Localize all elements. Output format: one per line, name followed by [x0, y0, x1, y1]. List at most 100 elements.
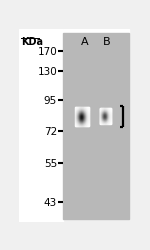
Bar: [84, 111, 85, 112]
Bar: [78, 118, 79, 119]
Bar: [80, 116, 81, 117]
Bar: [77, 109, 78, 110]
Bar: [86, 119, 87, 120]
Bar: [103, 109, 104, 110]
Bar: [103, 111, 104, 112]
Bar: [80, 110, 81, 111]
Bar: [78, 114, 79, 115]
Bar: [83, 116, 84, 117]
Bar: [109, 114, 110, 115]
Bar: [84, 118, 85, 119]
Bar: [108, 121, 109, 122]
Bar: [81, 125, 82, 126]
Bar: [76, 115, 77, 116]
Bar: [76, 125, 77, 126]
Bar: [88, 113, 89, 114]
Bar: [87, 125, 88, 126]
Bar: [107, 121, 108, 122]
Bar: [83, 115, 84, 116]
Bar: [103, 108, 104, 109]
Bar: [109, 115, 110, 116]
Bar: [79, 121, 80, 122]
Bar: [75, 112, 76, 113]
Bar: [105, 113, 106, 114]
Bar: [81, 113, 82, 114]
Bar: [75, 123, 76, 124]
Bar: [108, 111, 109, 112]
Bar: [110, 109, 111, 110]
Bar: [82, 108, 83, 109]
Bar: [85, 110, 86, 111]
Bar: [80, 109, 81, 110]
Bar: [101, 118, 102, 119]
Bar: [109, 123, 110, 124]
Bar: [76, 113, 77, 114]
Bar: [80, 125, 81, 126]
Bar: [86, 116, 87, 117]
Bar: [84, 119, 85, 120]
Bar: [106, 113, 107, 114]
Bar: [101, 122, 102, 123]
Bar: [77, 122, 78, 123]
Bar: [110, 114, 111, 115]
Bar: [103, 117, 104, 118]
Bar: [77, 121, 78, 122]
Bar: [100, 117, 101, 118]
Bar: [105, 117, 106, 118]
Bar: [84, 122, 85, 123]
Bar: [107, 116, 108, 117]
Bar: [82, 114, 83, 115]
Bar: [87, 109, 88, 110]
Bar: [106, 110, 107, 111]
Bar: [87, 115, 88, 116]
Bar: [83, 114, 84, 115]
Bar: [107, 122, 108, 123]
Bar: [85, 109, 86, 110]
Bar: [87, 124, 88, 125]
Bar: [84, 124, 85, 125]
Bar: [77, 120, 78, 121]
Bar: [81, 122, 82, 123]
Bar: [107, 118, 108, 119]
Bar: [107, 111, 108, 112]
Bar: [106, 109, 107, 110]
Bar: [80, 118, 81, 119]
Bar: [104, 115, 105, 116]
Bar: [105, 122, 106, 123]
Bar: [88, 124, 89, 125]
Bar: [76, 111, 77, 112]
Bar: [85, 111, 86, 112]
Bar: [87, 117, 88, 118]
Bar: [82, 123, 83, 124]
Bar: [75, 119, 76, 120]
Bar: [86, 120, 87, 121]
Bar: [80, 121, 81, 122]
Bar: [78, 116, 79, 117]
Bar: [110, 120, 111, 121]
Bar: [77, 112, 78, 113]
Bar: [87, 126, 88, 127]
Bar: [75, 121, 76, 122]
Bar: [77, 117, 78, 118]
Bar: [85, 108, 86, 109]
Bar: [100, 122, 101, 123]
Bar: [86, 125, 87, 126]
Bar: [78, 113, 79, 114]
Bar: [107, 113, 108, 114]
Bar: [105, 111, 106, 112]
Bar: [101, 112, 102, 113]
Bar: [80, 120, 81, 121]
Bar: [102, 120, 103, 121]
Bar: [104, 112, 105, 113]
Bar: [79, 116, 80, 117]
Bar: [105, 116, 106, 117]
Bar: [76, 116, 77, 117]
Bar: [75, 117, 76, 118]
Bar: [76, 124, 77, 125]
Bar: [83, 123, 84, 124]
Bar: [83, 113, 84, 114]
Bar: [78, 122, 79, 123]
Bar: [77, 115, 78, 116]
Bar: [100, 118, 101, 119]
Bar: [76, 123, 77, 124]
